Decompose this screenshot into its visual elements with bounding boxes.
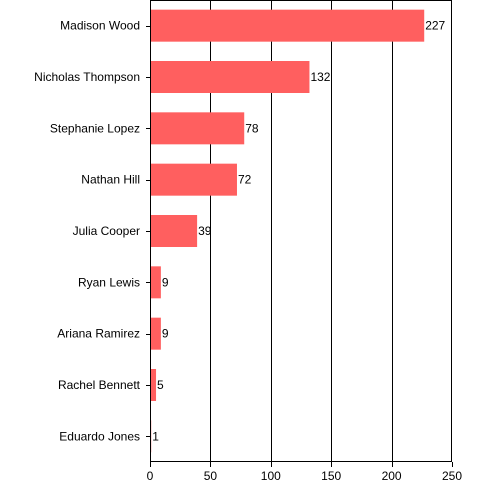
data-label: 39	[198, 224, 212, 238]
bar-julia-cooper	[150, 215, 198, 247]
x-tick-label: 100	[261, 469, 281, 483]
data-label: 9	[162, 275, 169, 289]
data-labels: 227 132 78 72 39 9 9 5 1	[152, 19, 445, 444]
y-tick-label: Stephanie Lopez	[50, 121, 140, 135]
y-axis: Madison Wood Nicholas Thompson Stephanie L…	[34, 19, 150, 443]
bar-ariana-ramirez	[150, 317, 161, 350]
y-tick-label: Nathan Hill	[81, 173, 140, 187]
x-tick-label: 0	[147, 469, 154, 483]
bars	[150, 9, 425, 453]
x-tick-label: 50	[204, 469, 218, 483]
data-label: 72	[238, 173, 252, 187]
bar-nathan-hill	[150, 163, 237, 196]
bar-madison-wood	[150, 9, 425, 42]
y-tick-label: Madison Wood	[60, 19, 140, 33]
y-tick-label: Rachel Bennett	[58, 378, 141, 392]
y-tick-label: Eduardo Jones	[59, 429, 140, 443]
data-label: 132	[310, 70, 330, 84]
y-tick-label: Ryan Lewis	[78, 275, 140, 289]
y-tick-label: Nicholas Thompson	[34, 70, 140, 84]
bar-rachel-bennett	[150, 369, 157, 401]
y-tick-label: Julia Cooper	[73, 224, 140, 238]
x-tick-label: 150	[321, 469, 341, 483]
x-axis: 0 50 100 150 200 250	[147, 462, 462, 483]
data-label: 78	[245, 121, 259, 135]
data-label: 1	[152, 429, 159, 443]
y-tick-label: Ariana Ramirez	[57, 327, 140, 341]
x-tick-label: 250	[442, 469, 462, 483]
bar-ryan-lewis	[150, 266, 161, 299]
data-label: 9	[162, 327, 169, 341]
bar-stephanie-lopez	[150, 112, 245, 145]
plot-frame	[150, 0, 452, 462]
data-label: 5	[157, 378, 164, 392]
bar-nicholas-thompson	[150, 61, 310, 93]
x-tick-label: 200	[382, 469, 402, 483]
data-label: 227	[425, 19, 445, 33]
